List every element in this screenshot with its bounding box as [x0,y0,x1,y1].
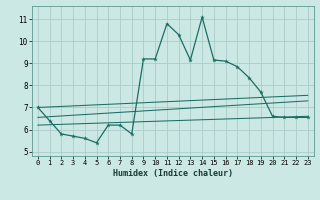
X-axis label: Humidex (Indice chaleur): Humidex (Indice chaleur) [113,169,233,178]
